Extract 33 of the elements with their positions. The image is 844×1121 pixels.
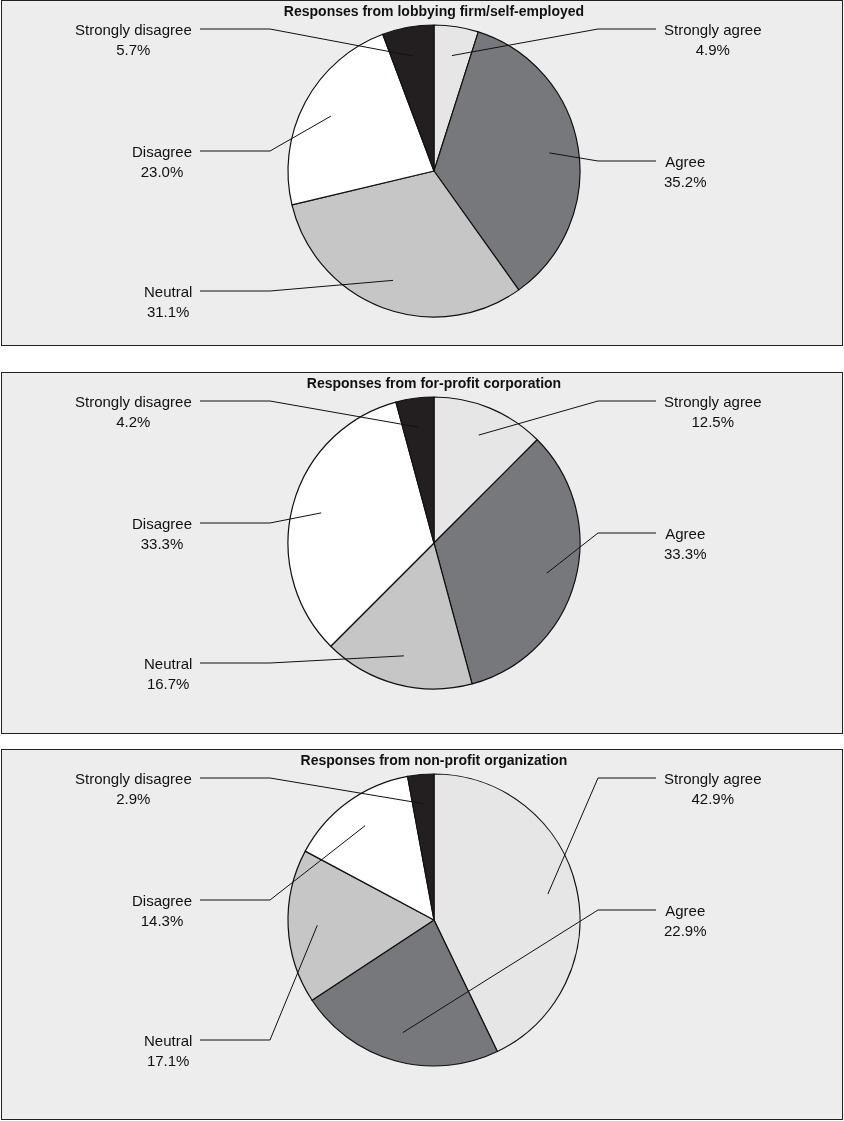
data-label: 35.2% [664, 172, 707, 190]
slice-label: Disagree [132, 515, 193, 532]
slice-label: Strongly disagree [75, 393, 192, 410]
slice-label: Neutral [144, 283, 193, 300]
slice-label: Strongly agree [664, 770, 762, 787]
slice-label: Neutral [144, 1032, 193, 1049]
data-label: 16.7% [146, 674, 190, 692]
slice-label: Strongly disagree [75, 770, 192, 787]
data-label: 22.9% [664, 921, 707, 939]
slice-label: Disagree [132, 143, 193, 160]
data-label: 33.3% [140, 534, 184, 552]
slice-label: Strongly agree [664, 393, 762, 410]
data-label: 12.5% [691, 412, 735, 430]
data-label: 2.9% [116, 789, 151, 807]
data-label: 5.7% [116, 40, 151, 58]
slice-label: Disagree [132, 892, 193, 909]
slice-label: Agree [665, 902, 706, 919]
data-label: 42.9% [691, 789, 735, 807]
data-label: 33.3% [664, 544, 707, 562]
chart-title: Responses from lobbying firm/self-employed [283, 2, 585, 19]
data-label: 4.2% [116, 412, 151, 430]
slice-label: Neutral [144, 655, 193, 672]
data-label: 4.9% [695, 40, 730, 58]
data-label: 31.1% [146, 302, 190, 320]
slice-label: Agree [665, 525, 706, 542]
slice-label: Strongly disagree [75, 21, 192, 38]
data-label: 17.1% [146, 1051, 190, 1069]
slice-label: Strongly agree [664, 21, 762, 38]
data-label: 14.3% [140, 911, 184, 929]
data-label: 23.0% [140, 162, 184, 180]
chart-title: Responses from non-profit organization [300, 751, 568, 768]
chart-title: Responses from for-profit corporation [306, 374, 562, 391]
slice-label: Agree [665, 153, 706, 170]
